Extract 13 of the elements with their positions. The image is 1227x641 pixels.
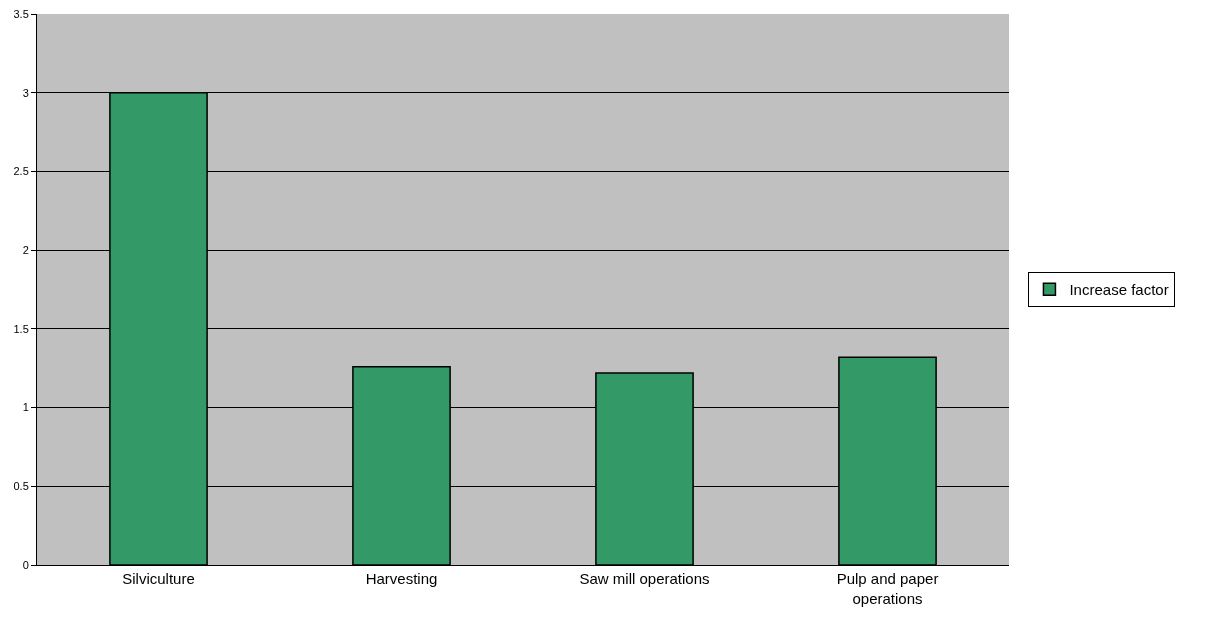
y-tick-label: 3 [22,86,29,99]
y-tick-label: 2.5 [13,165,29,178]
x-tick-label: Silviculture [122,570,195,587]
x-tick-label: Harvesting [365,570,438,587]
y-tick-label: 3.5 [13,7,29,20]
x-tick-label: Pulp and paper operations [836,570,939,607]
y-tick-label: 1.5 [13,322,29,335]
y-tick-label: 1 [22,401,29,414]
y-tick-label: 0 [22,558,29,571]
y-tick-label: 0.5 [13,480,29,493]
x-tick-label: Saw mill operations [579,570,710,587]
legend-label: Increase factor [1069,281,1169,299]
y-tick-label: 2 [22,243,29,256]
